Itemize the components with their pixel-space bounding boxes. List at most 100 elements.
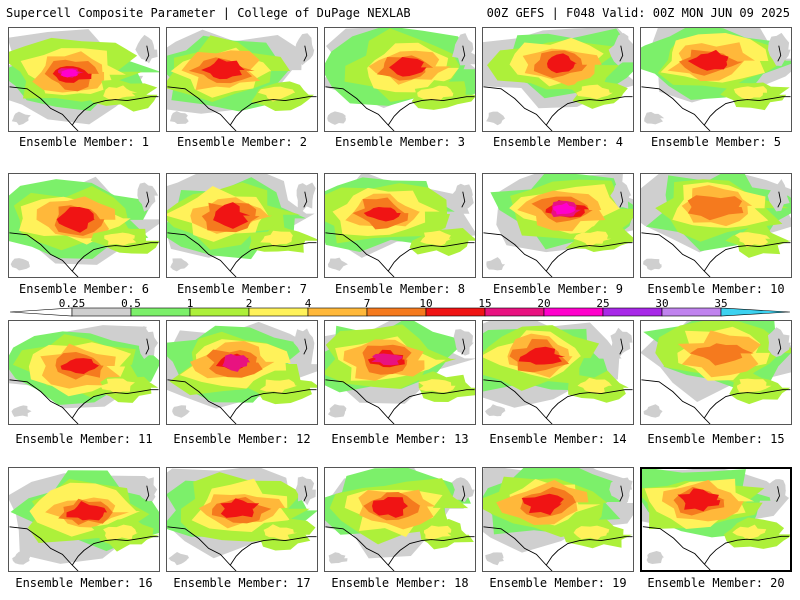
color-scale-segment: [661, 307, 722, 317]
color-scale-tick-label: 7: [363, 297, 371, 310]
ensemble-member-panel[interactable]: [482, 173, 634, 278]
texas-border-outline: [9, 232, 79, 277]
ensemble-member-caption: Ensemble Member: 5: [650, 135, 782, 149]
color-scale-tick-label: 1: [186, 297, 194, 310]
scp-gray-patch: [646, 551, 664, 565]
gulf-coast-outline: [545, 96, 633, 126]
scp-eastern-core: [104, 232, 137, 246]
ensemble-member-panel[interactable]: [640, 467, 792, 572]
scp-eastern-core: [100, 378, 136, 394]
scp-gray-patch: [11, 405, 32, 417]
scp-map: [167, 174, 317, 277]
scp-eastern-core: [257, 86, 296, 102]
color-scale-tick-label: 2: [245, 297, 253, 310]
texas-border-outline: [9, 379, 79, 424]
gulf-coast-outline: [387, 536, 475, 566]
ensemble-member-panel[interactable]: [8, 173, 160, 278]
great-lakes-outline: [777, 45, 782, 62]
color-scale-tick-label: 35: [714, 297, 728, 310]
ensemble-member-panel[interactable]: [166, 27, 318, 132]
scp-gray-patch: [328, 552, 348, 564]
scp-gray-patch: [610, 182, 632, 209]
great-lakes-outline: [145, 485, 150, 502]
ensemble-member-caption: Ensemble Member: 4: [492, 135, 624, 149]
texas-border-outline: [9, 86, 79, 131]
scp-map: [483, 321, 633, 424]
scp-map: [9, 470, 159, 571]
scp-contour-7: [687, 195, 744, 221]
ensemble-member-panel[interactable]: [324, 320, 476, 425]
scp-gray-patch: [327, 404, 347, 418]
scp-gray-patch: [486, 111, 506, 126]
scp-contour-10: [372, 496, 409, 518]
scp-contour-20: [553, 202, 576, 215]
ensemble-member-panel[interactable]: [166, 320, 318, 425]
gulf-coast-outline: [703, 96, 791, 126]
ensemble-member-panel[interactable]: [482, 27, 634, 132]
color-scale-tick-label: 4: [304, 297, 312, 310]
scp-gray-patch: [169, 111, 189, 125]
color-scale-tick-label: 25: [596, 297, 610, 310]
scp-eastern-core: [423, 525, 452, 540]
ensemble-member-panel[interactable]: [640, 173, 792, 278]
great-lakes-outline: [145, 45, 150, 62]
gulf-coast-outline: [703, 242, 791, 272]
ensemble-member-caption: Ensemble Member: 16: [15, 576, 153, 590]
scp-map: [325, 28, 475, 131]
ensemble-member-panel[interactable]: [482, 467, 634, 572]
ensemble-member-panel[interactable]: [166, 467, 318, 572]
ensemble-member-caption: Ensemble Member: 1: [18, 135, 150, 149]
scp-eastern-core: [417, 85, 454, 102]
scp-contour-10: [201, 58, 245, 80]
scp-map: [167, 321, 317, 424]
great-lakes-outline: [145, 191, 150, 208]
ensemble-member-panel[interactable]: [640, 320, 792, 425]
scp-eastern-core: [263, 524, 298, 540]
scp-map: [641, 174, 791, 277]
ensemble-member-panel[interactable]: [166, 173, 318, 278]
ensemble-member-panel[interactable]: [324, 467, 476, 572]
scp-eastern-core: [260, 230, 293, 247]
ensemble-member-panel[interactable]: [640, 27, 792, 132]
scp-gray-patch: [12, 551, 31, 565]
scp-eastern-core: [732, 524, 767, 540]
scp-gray-patch: [10, 258, 30, 271]
scp-contour-10: [518, 346, 566, 365]
ensemble-member-panel[interactable]: [8, 467, 160, 572]
scp-gray-patch: [327, 257, 349, 272]
gulf-coast-outline: [229, 536, 317, 566]
gulf-coast-outline: [71, 242, 159, 272]
gulf-coast-outline: [545, 536, 633, 566]
color-scale-tick-label: 0.25: [58, 297, 86, 310]
great-lakes-outline: [619, 45, 624, 62]
ensemble-member-caption: Ensemble Member: 12: [173, 432, 311, 446]
great-lakes-outline: [619, 191, 624, 208]
header-run-info: 00Z GEFS | F048 Valid: 00Z MON JUN 09 20…: [486, 6, 790, 20]
gulf-coast-outline: [229, 96, 317, 126]
ensemble-member-caption: Ensemble Member: 17: [173, 576, 311, 590]
ensemble-member-panel[interactable]: [8, 320, 160, 425]
ensemble-member-panel[interactable]: [482, 320, 634, 425]
scp-eastern-core: [103, 524, 138, 540]
scp-gray-patch: [486, 257, 506, 271]
scp-contour-10: [677, 488, 721, 512]
ensemble-member-caption: Ensemble Member: 13: [331, 432, 469, 446]
scp-map: [325, 174, 475, 277]
ensemble-member-panel[interactable]: [324, 27, 476, 132]
color-scale-segment: [602, 307, 663, 317]
ensemble-member-caption: Ensemble Member: 11: [15, 432, 153, 446]
scp-map: [9, 325, 159, 424]
color-scale-arrow-high: [720, 307, 790, 317]
ensemble-member-caption: Ensemble Member: 6: [18, 282, 150, 296]
great-lakes-outline: [619, 485, 624, 502]
color-scale-segment: [366, 307, 427, 317]
ensemble-member-caption: Ensemble Member: 10: [647, 282, 785, 296]
gulf-coast-outline: [387, 242, 475, 272]
ensemble-member-panel[interactable]: [324, 173, 476, 278]
ensemble-member-panel[interactable]: [8, 27, 160, 132]
scp-map: [167, 468, 317, 571]
color-scale-tick-label: 10: [419, 297, 433, 310]
great-lakes-outline: [303, 45, 308, 62]
ensemble-member-caption: Ensemble Member: 19: [489, 576, 627, 590]
great-lakes-outline: [619, 338, 624, 355]
